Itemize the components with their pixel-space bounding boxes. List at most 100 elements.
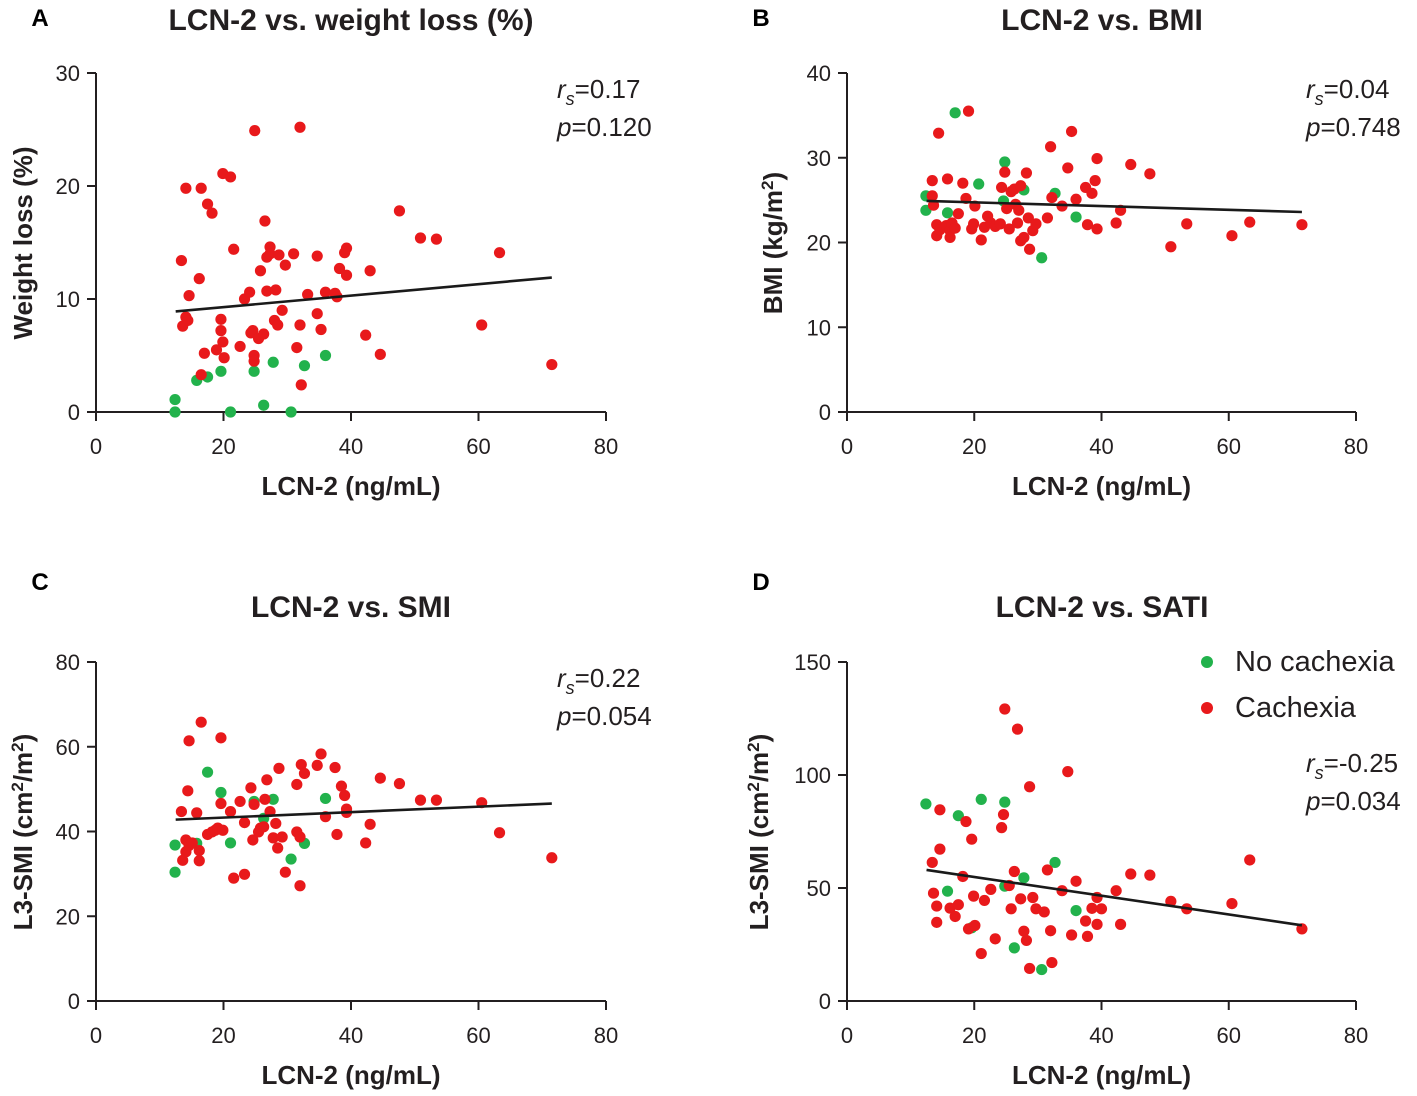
data-point [999,166,1011,178]
data-point [247,834,259,846]
data-point [169,406,181,418]
data-point [952,899,964,911]
data-point [291,341,303,354]
y-tick-label: 60 [56,735,80,760]
stat-rs: rs=-0.25 [1306,748,1398,783]
data-point [272,842,284,854]
data-point [360,837,372,849]
data-point [996,181,1008,194]
data-point [1086,902,1098,914]
y-axis-label: Weight loss (%) [8,146,38,339]
data-point [1114,918,1127,930]
data-point [1065,125,1078,138]
x-tick-label: 40 [1089,434,1113,459]
data-point [248,355,260,367]
y-tick-label: 20 [807,231,831,256]
data-point [1144,869,1156,881]
data-point [224,406,237,418]
data-point [218,352,230,364]
data-point [933,127,945,139]
legend-marker-no-cachexia [1201,656,1213,668]
data-point [169,393,181,406]
data-point [1020,167,1033,179]
data-point [1022,212,1034,224]
x-tick-label: 60 [466,1023,490,1048]
data-point [941,207,954,219]
data-point [968,890,980,902]
data-point [294,319,306,331]
series-cachexia [175,121,558,391]
data-point [364,818,376,830]
data-point [244,286,256,298]
data-point [267,356,279,368]
data-point [1079,915,1092,927]
data-point [966,833,978,845]
chart-title: LCN-2 vs. weight loss (%) [168,4,533,37]
x-tick-label: 80 [1344,434,1368,459]
data-point [319,286,332,298]
data-point [1024,243,1036,255]
data-point [285,406,297,418]
data-point [177,854,189,866]
data-point [1045,141,1057,153]
x-tick-label: 60 [466,434,490,459]
x-tick-label: 0 [90,434,102,459]
data-point [926,175,938,187]
data-point [999,796,1011,808]
data-point [414,232,427,244]
x-tick-label: 40 [1089,1023,1113,1048]
data-point [228,872,240,884]
data-point [493,247,506,259]
data-point [996,822,1008,834]
data-point [957,177,969,189]
data-point [294,831,306,843]
data-point [978,894,991,907]
data-point [315,748,327,760]
stat-p: p=0.748 [1305,112,1401,142]
data-point [1001,203,1013,215]
x-tick-label: 20 [211,434,235,459]
data-point [1244,216,1256,228]
data-point [238,817,251,829]
data-point [319,792,332,805]
data-point [493,827,506,839]
data-point [215,786,227,799]
data-point [989,933,1001,945]
data-point [302,288,314,301]
data-point [285,853,297,865]
data-point [183,735,195,747]
y-tick-label: 30 [807,146,831,171]
x-tick-label: 0 [841,434,853,459]
data-point [195,716,207,728]
data-point [1013,204,1025,216]
series-no-cachexia [920,793,1082,976]
data-point [295,758,307,771]
data-point [298,360,311,372]
data-point [329,761,341,774]
data-point [949,222,961,234]
data-point [1008,942,1020,954]
data-point [1070,193,1082,205]
data-point [1296,219,1308,231]
data-point [952,810,964,822]
data-point [333,262,346,275]
data-point [248,798,260,810]
data-point [1018,872,1030,884]
data-point [193,844,205,857]
x-axis-label: LCN-2 (ng/mL) [261,471,440,501]
data-point [1125,158,1137,171]
y-tick-label: 20 [56,174,80,199]
data-point [175,254,188,267]
data-point [1091,152,1103,165]
data-point [201,198,214,210]
data-point [960,815,972,828]
data-point [941,173,954,185]
data-point [975,234,987,246]
stat-p: p=0.120 [556,112,652,142]
data-point [201,766,214,778]
data-point [1011,217,1024,229]
data-point [1091,918,1103,930]
data-point [1018,231,1030,244]
data-point [261,774,273,786]
data-point [276,831,288,843]
